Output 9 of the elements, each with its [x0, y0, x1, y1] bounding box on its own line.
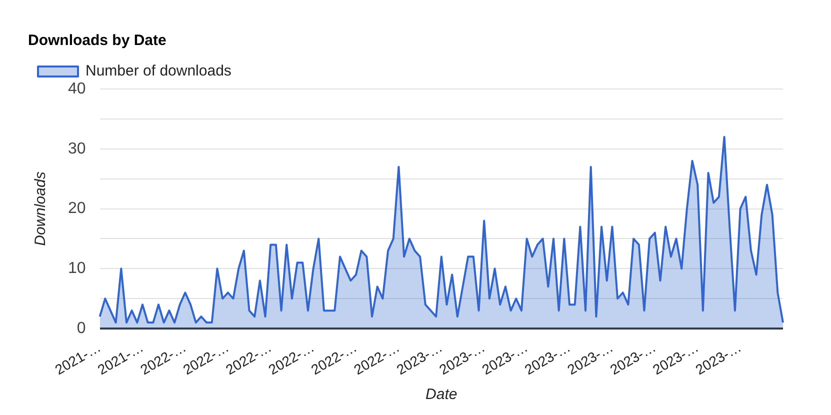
y-axis-title: Downloads	[32, 171, 50, 246]
legend-label: Number of downloads	[86, 62, 232, 80]
y-tick-label: 30	[68, 140, 86, 158]
y-tick-label: 40	[68, 80, 86, 98]
y-tick-label: 10	[68, 260, 86, 278]
x-axis-title: Date	[426, 386, 458, 404]
y-tick-label: 0	[76, 320, 86, 337]
y-tick-label: 20	[68, 200, 86, 218]
chart-title: Downloads by Date	[28, 32, 166, 50]
